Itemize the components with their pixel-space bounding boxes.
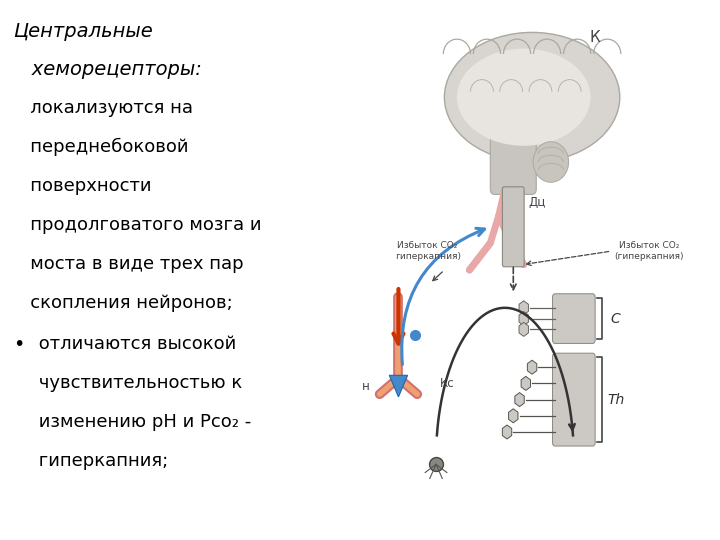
Text: хеморецепторы:: хеморецепторы:	[13, 60, 202, 79]
FancyBboxPatch shape	[552, 353, 595, 446]
Text: моста в виде трех пар: моста в виде трех пар	[13, 255, 244, 273]
Ellipse shape	[533, 141, 569, 183]
Text: Th: Th	[607, 393, 624, 407]
Text: C: C	[611, 312, 621, 326]
Text: Избыток СО₂
(гиперкапния): Избыток СО₂ (гиперкапния)	[614, 241, 684, 261]
Ellipse shape	[444, 32, 620, 162]
Text: Центральные: Центральные	[13, 22, 153, 40]
Text: К: К	[590, 30, 600, 45]
Text: поверхности: поверхности	[13, 177, 152, 195]
Text: продолговатого мозга и: продолговатого мозга и	[13, 216, 262, 234]
Text: отличаются высокой: отличаются высокой	[33, 335, 236, 353]
FancyBboxPatch shape	[490, 130, 536, 194]
Text: изменению pH и Рсо₂ -: изменению pH и Рсо₂ -	[33, 413, 251, 431]
Text: чувствительностью к: чувствительностью к	[33, 374, 243, 392]
Text: локализуются на: локализуются на	[13, 99, 193, 117]
FancyBboxPatch shape	[503, 187, 524, 267]
Text: Избыток СО₂
гиперкапния): Избыток СО₂ гиперкапния)	[395, 241, 461, 261]
FancyBboxPatch shape	[552, 294, 595, 343]
Text: Дц: Дц	[528, 196, 545, 209]
Text: н: н	[361, 380, 369, 393]
Text: •: •	[13, 335, 24, 354]
Text: гиперкапния;: гиперкапния;	[33, 452, 168, 470]
Text: переднебоковой: переднебоковой	[13, 138, 189, 157]
Text: скопления нейронов;: скопления нейронов;	[13, 294, 233, 312]
Text: Кс: Кс	[440, 377, 455, 390]
Ellipse shape	[457, 49, 590, 146]
Polygon shape	[390, 375, 408, 397]
